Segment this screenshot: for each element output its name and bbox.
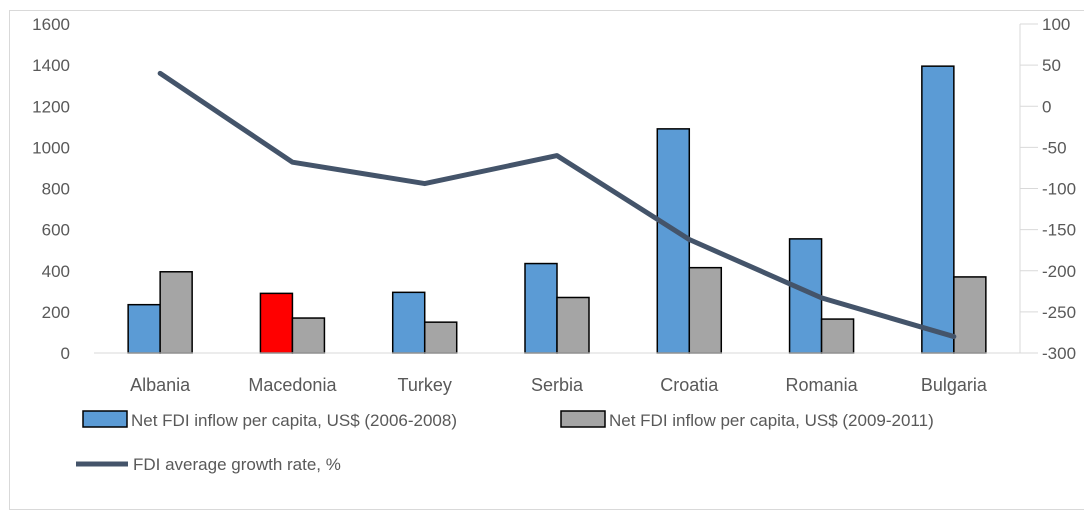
right-tick-label: -50 xyxy=(1042,138,1067,157)
bar-2009-2011 xyxy=(953,276,987,354)
legend-label-growth: FDI average growth rate, % xyxy=(133,455,341,474)
bar-2009-2011 xyxy=(820,318,855,354)
left-tick-label: 800 xyxy=(42,180,70,199)
left-tick-label: 0 xyxy=(61,344,70,363)
bar-2006-2008 xyxy=(921,65,955,354)
category-label: Macedonia xyxy=(248,375,337,395)
left-tick-label: 600 xyxy=(42,221,70,240)
left-tick-label: 1400 xyxy=(32,56,70,75)
right-tick-label: -150 xyxy=(1042,221,1076,240)
bar-2006-2008 xyxy=(524,262,558,354)
category-label: Romania xyxy=(786,375,859,395)
left-tick-label: 1000 xyxy=(32,138,70,157)
growth-line-group xyxy=(157,70,957,340)
left-tick-label: 200 xyxy=(42,303,70,322)
legend-label-2006-2008: Net FDI inflow per capita, US$ (2006-200… xyxy=(131,411,457,430)
bar-2009-2011 xyxy=(423,321,458,354)
bar-2009-2011 xyxy=(688,266,723,354)
bar-2006-2008 xyxy=(259,292,294,354)
right-tick-label: -250 xyxy=(1042,303,1076,322)
category-label: Bulgaria xyxy=(921,375,988,395)
left-tick-label: 1600 xyxy=(32,15,70,34)
legend: Net FDI inflow per capita, US$ (2006-200… xyxy=(76,410,934,474)
left-tick-label: 1200 xyxy=(32,97,70,116)
right-tick-label: 50 xyxy=(1042,56,1061,75)
category-label: Albania xyxy=(130,375,191,395)
category-labels: Albania Macedonia Turkey Serbia Croatia Roman… xyxy=(130,375,988,395)
right-tick-label: -200 xyxy=(1042,262,1076,281)
right-axis-ticks: -300 -250 -200 -150 -100 -50 0 50 100 xyxy=(1019,15,1076,363)
bar-2006-2008 xyxy=(127,303,161,354)
left-axis-ticks: 0 200 400 600 800 1000 1200 1400 1600 xyxy=(32,15,70,363)
category-label: Croatia xyxy=(660,375,719,395)
right-tick-label: 0 xyxy=(1042,97,1051,116)
category-label: Serbia xyxy=(531,375,584,395)
bar-2006-2008 xyxy=(391,291,426,354)
bar-2009-2011 xyxy=(159,271,193,354)
legend-swatch-2009-2011 xyxy=(560,410,606,428)
category-label: Turkey xyxy=(398,375,452,395)
bar-2006-2008 xyxy=(656,128,691,354)
growth-rate-line xyxy=(157,70,957,340)
bars xyxy=(127,65,987,354)
legend-swatch-2006-2008 xyxy=(82,410,128,428)
bar-2009-2011 xyxy=(556,296,590,354)
right-tick-label: -300 xyxy=(1042,344,1076,363)
bar-2009-2011 xyxy=(291,317,326,354)
legend-label-2009-2011: Net FDI inflow per capita, US$ (2009-201… xyxy=(609,411,934,430)
left-tick-label: 400 xyxy=(42,262,70,281)
right-tick-label: -100 xyxy=(1042,180,1076,199)
right-tick-label: 100 xyxy=(1042,15,1070,34)
